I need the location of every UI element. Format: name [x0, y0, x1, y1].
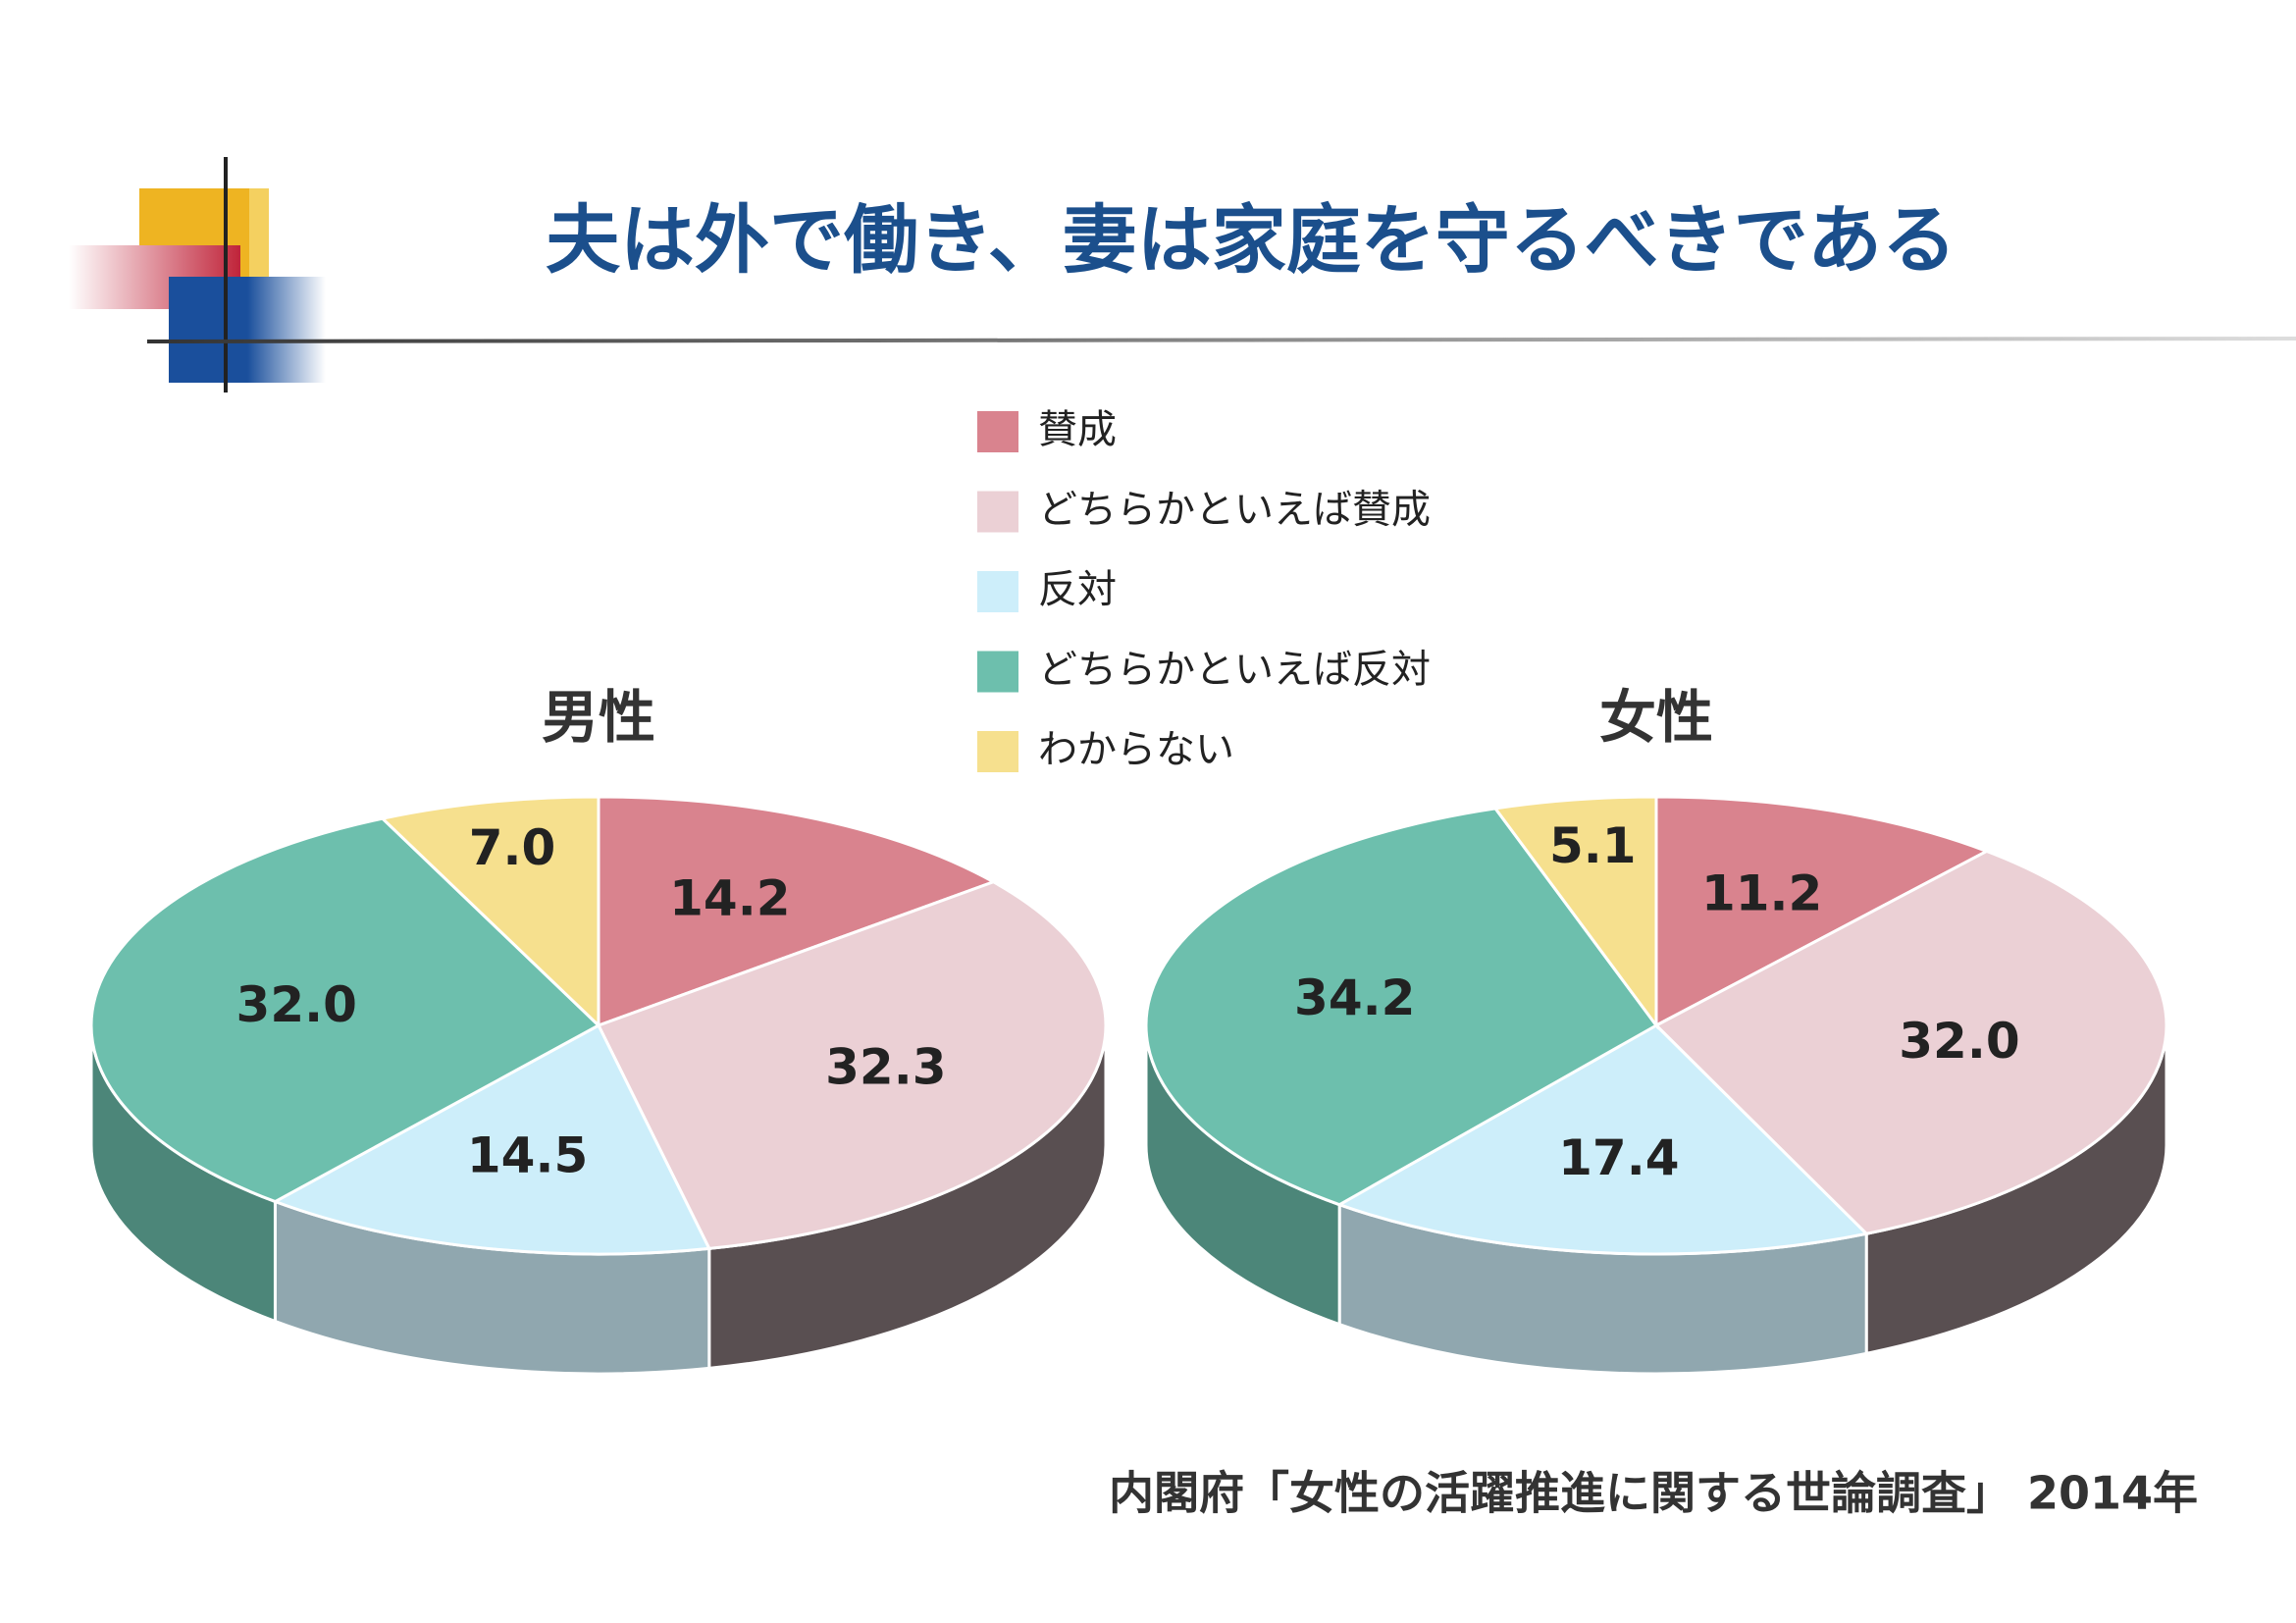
data-label: 7.0: [469, 819, 556, 876]
pie-slice: [597, 795, 998, 1028]
legend-label: どちらかといえば賛成: [1038, 488, 1431, 533]
page-title: 夫は外で働き、妻は家庭を守るべきである: [546, 196, 1957, 284]
legend-swatch: [977, 411, 1018, 452]
pie-slice: [1654, 795, 1991, 1028]
source: 内閣府「女性の活躍推進に関する世論調査」 2014年: [1109, 1467, 2198, 1520]
legend-swatch: [977, 731, 1018, 772]
pie-slice: [1335, 1023, 1870, 1256]
data-label: 5.1: [1549, 817, 1637, 874]
legend-swatch: [977, 651, 1018, 693]
data-label: 32.3: [825, 1039, 946, 1096]
data-label: 14.5: [467, 1126, 588, 1183]
data-label: 32.0: [1899, 1013, 2019, 1070]
pie-title: 女性: [1599, 684, 1713, 751]
legend-label: 反対: [1038, 567, 1117, 612]
pie-slice: [1144, 807, 1659, 1207]
decoration: [69, 157, 2296, 393]
legend-swatch: [977, 571, 1018, 612]
pie-slice: [1653, 849, 2168, 1235]
legend-label: 賛成: [1038, 407, 1117, 452]
pie-slice: [1492, 795, 1658, 1030]
pie-slice: [271, 1022, 712, 1256]
data-label: 17.4: [1558, 1129, 1679, 1186]
legend-swatch: [977, 491, 1018, 533]
pie-title: 男性: [542, 684, 655, 751]
pie-slice: [89, 816, 601, 1204]
data-label: 11.2: [1701, 864, 1822, 921]
pie-slice: [596, 880, 1108, 1250]
data-label: 34.2: [1294, 969, 1415, 1026]
legend-label: わからない: [1038, 727, 1234, 772]
legend-label: どちらかといえば反対: [1038, 648, 1431, 693]
pie-slice: [379, 795, 600, 1029]
data-label: 32.0: [236, 976, 357, 1033]
data-label: 14.2: [669, 869, 790, 926]
